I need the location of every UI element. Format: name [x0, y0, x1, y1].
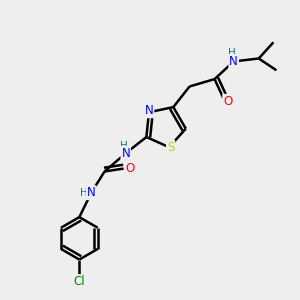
Text: S: S [167, 141, 174, 154]
Text: H: H [228, 48, 236, 58]
Text: N: N [145, 104, 153, 117]
Text: N: N [229, 55, 238, 68]
Text: H: H [80, 188, 88, 198]
Text: Cl: Cl [74, 275, 85, 288]
Text: N: N [122, 147, 130, 160]
Text: N: N [87, 186, 96, 199]
Text: H: H [120, 141, 128, 151]
Text: O: O [223, 95, 232, 108]
Text: O: O [125, 162, 134, 175]
